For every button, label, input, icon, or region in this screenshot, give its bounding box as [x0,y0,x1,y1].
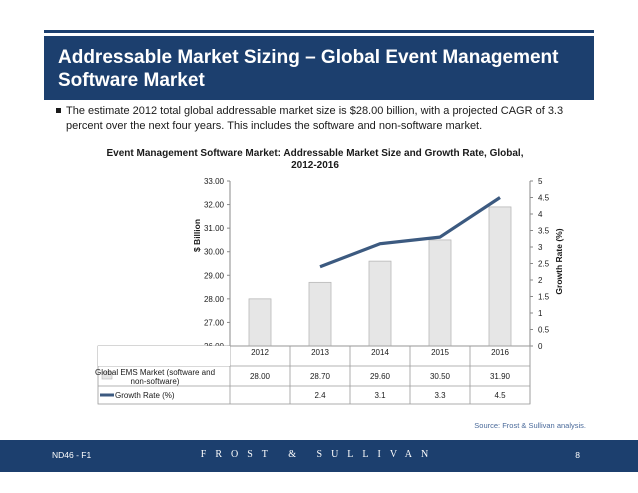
legend-label-line: Growth Rate (%) [115,391,175,400]
data-table-corner [98,346,230,366]
y-tick-label: 32.00 [204,201,225,210]
x-tick-label: 2014 [371,348,389,357]
data-label-line: 2.4 [314,391,326,400]
bar-2016 [488,206,512,347]
data-label-line: 3.1 [374,391,386,400]
bar-2012 [248,298,272,347]
bullet-text: The estimate 2012 total global addressab… [66,105,564,132]
data-label-bar: 29.60 [370,372,391,381]
bar-2013 [308,281,332,347]
combo-chart: 26.0027.0028.0029.0030.0031.0032.0033.00… [95,177,564,405]
data-label-line: 3.3 [434,391,446,400]
bullet-point: The estimate 2012 total global addressab… [56,104,596,134]
data-label-bar: 31.90 [490,372,511,381]
y2-tick-label: 1.5 [538,293,550,302]
y-tick-label: 28.00 [204,295,225,304]
x-tick-label: 2012 [251,348,269,357]
data-label-bar: 28.70 [310,372,331,381]
y2-tick-label: 3.5 [538,227,550,236]
data-label-bar: 30.50 [430,372,451,381]
source-note: Source: Frost & Sullivan analysis. [474,421,586,430]
y2-tick-label: 2 [538,276,543,285]
slide-footer: ND46 - F1 FROST & SULLIVAN 8 [0,440,638,472]
x-tick-label: 2015 [431,348,449,357]
y-axis-title: $ Billion [192,219,202,252]
slide-header: Addressable Market Sizing – Global Event… [0,0,638,100]
legend-label-bar-line2: non-software) [131,377,180,386]
y2-axis-title: Growth Rate (%) [554,228,564,294]
legend-label-bar-line1: Global EMS Market (software and [95,368,215,377]
y2-tick-label: 0 [538,342,543,351]
slide-title: Addressable Market Sizing – Global Event… [58,47,559,91]
y2-tick-label: 5 [538,177,543,186]
chart-title: Event Management Software Market: Addres… [106,148,524,171]
y-tick-label: 27.00 [204,318,225,327]
y2-tick-label: 3 [538,243,543,252]
y2-tick-label: 4.5 [538,194,550,203]
y2-tick-label: 0.5 [538,326,550,335]
bullet-square-icon [56,108,61,113]
legend-swatch-bar [101,371,113,380]
title-band [44,36,594,100]
y-tick-label: 29.00 [204,271,225,280]
y-tick-label: 30.00 [204,248,225,257]
y2-tick-label: 4 [538,210,543,219]
y2-tick-label: 1 [538,309,543,318]
x-tick-label: 2016 [491,348,509,357]
y-tick-label: 33.00 [204,177,225,186]
data-label-bar: 28.00 [250,372,271,381]
header-accent-rule [44,30,594,33]
growth-rate-line [319,196,501,269]
x-tick-label: 2013 [311,348,329,357]
bar-2014 [368,260,392,347]
y2-tick-label: 2.5 [538,260,550,269]
data-label-line: 4.5 [494,391,506,400]
footer-code: ND46 - F1 [52,450,92,460]
y-tick-label: 31.00 [204,224,225,233]
footer-brand-wordmark: FROST & SULLIVAN [200,449,438,460]
bar-2015 [428,239,452,347]
page-number: 8 [575,450,580,460]
